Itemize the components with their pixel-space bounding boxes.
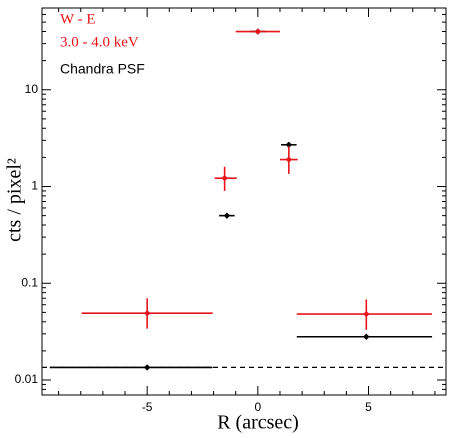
x-tick-label: 0: [254, 400, 261, 414]
data-point: [143, 310, 151, 317]
y-tick-label: 1: [31, 179, 38, 193]
legend-line: Chandra PSF: [60, 61, 145, 77]
x-axis-label: R (arcsec): [217, 412, 299, 434]
legend-line: W - E: [60, 11, 96, 27]
data-point: [221, 174, 228, 182]
data-point: [363, 333, 370, 340]
legend-line: 3.0 - 4.0 keV: [60, 34, 139, 50]
data-point: [363, 310, 370, 318]
x-tick-label: 5: [365, 400, 372, 414]
y-axis-label: cts / pixel²: [4, 158, 26, 242]
x-tick-label: -5: [142, 400, 153, 414]
data-point: [254, 28, 262, 35]
data-point: [285, 141, 293, 148]
y-tick-label: 0.1: [21, 275, 38, 289]
y-tick-label: 0.01: [15, 372, 39, 386]
data-point: [223, 212, 231, 219]
y-tick-label: 10: [25, 82, 39, 96]
data-point: [285, 156, 293, 163]
data-point: [143, 364, 151, 371]
